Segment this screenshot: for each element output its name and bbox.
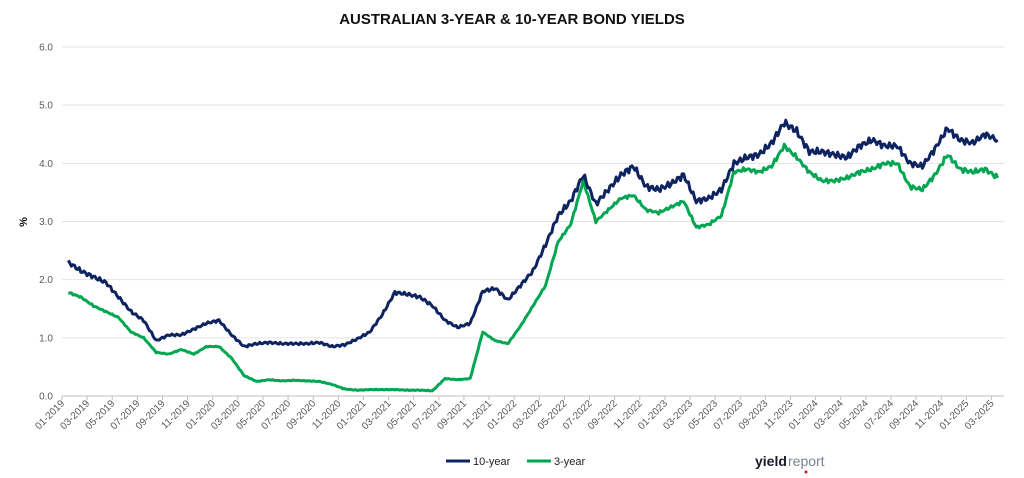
y-tick-label: 0.0 — [39, 392, 53, 403]
series-line-10-year — [67, 118, 999, 349]
y-tick-label: 3.0 — [39, 217, 53, 228]
y-axis-ticks: 0.0 1.0 2.0 3.0 4.0 5.0 6.0 — [39, 43, 53, 403]
x-axis-ticks: 01-201903-201905-201907-201909-201911-20… — [33, 396, 997, 432]
series-lines — [67, 118, 1000, 393]
logo-dot — [804, 470, 808, 474]
y-tick-label: 5.0 — [39, 101, 53, 112]
logo-text-report: report — [788, 453, 825, 469]
yieldreport-logo: yield report — [755, 453, 825, 474]
y-tick-label: 6.0 — [39, 43, 53, 54]
legend-label-3-year: 3-year — [554, 456, 586, 468]
logo-text-yield: yield — [755, 453, 787, 469]
legend-label-10-year: 10-year — [473, 456, 511, 468]
y-axis-label: % — [18, 217, 30, 227]
gridlines — [62, 46, 1004, 339]
series-line-3-year — [68, 142, 1000, 393]
chart-title: AUSTRALIAN 3-YEAR & 10-YEAR BOND YIELDS — [339, 11, 685, 28]
y-tick-label: 1.0 — [39, 333, 53, 344]
legend: 10-year 3-year — [446, 456, 586, 468]
y-tick-label: 4.0 — [39, 159, 53, 170]
y-tick-label: 2.0 — [39, 275, 53, 286]
